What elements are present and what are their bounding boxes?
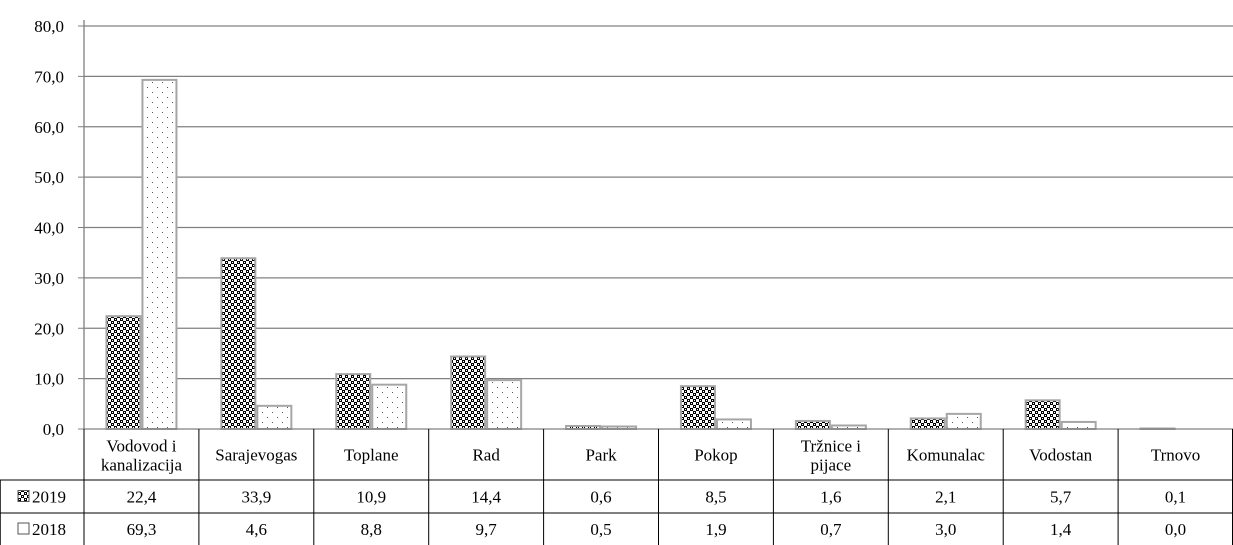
bar-2018-8: [1060, 420, 1097, 431]
y-tick-label: 30,0: [34, 269, 64, 288]
bar-2019-3: [450, 355, 487, 430]
bar-2019-8: [1024, 399, 1061, 431]
y-tick-label: 0,0: [43, 420, 64, 439]
data-label: 1,4: [1050, 520, 1072, 539]
gridlines: [84, 25, 1233, 380]
legend-key-2018: [17, 522, 30, 535]
y-axis: 0,0 10,0 20,0 30,0 40,0 50,0 60,0 70,0 80,0: [34, 17, 85, 439]
data-label: 8,5: [705, 488, 726, 507]
bar-2019-5: [679, 385, 716, 430]
x-tick-label: kanalizacija: [101, 456, 183, 475]
data-label: 22,4: [127, 488, 157, 507]
data-label: 14,4: [471, 488, 501, 507]
x-tick-label: Komunalac: [907, 446, 986, 465]
data-label: 2,1: [935, 488, 956, 507]
y-tick-label: 80,0: [34, 17, 64, 36]
x-tick-label: Trnovo: [1151, 446, 1200, 465]
data-label: 3,0: [935, 520, 956, 539]
data-label: 5,7: [1050, 488, 1072, 507]
data-label: 69,3: [127, 520, 157, 539]
y-tick-label: 40,0: [34, 219, 64, 238]
y-tick-label: 60,0: [34, 118, 64, 137]
bar-2019-6: [794, 419, 831, 431]
bar-2018-0: [141, 78, 178, 431]
legend-key-2019: [17, 490, 30, 502]
x-tick-label: Vodostan: [1029, 446, 1092, 465]
x-tick-label: Vodovod i: [106, 437, 176, 456]
x-tick-label: Rad: [472, 446, 500, 465]
y-tick-label: 20,0: [34, 319, 64, 338]
data-label: 0,1: [1165, 488, 1186, 507]
data-label: 1,6: [820, 488, 841, 507]
y-tick-label: 70,0: [34, 67, 64, 86]
legend-label: 2018: [32, 520, 66, 539]
bar-2018-1: [256, 404, 293, 431]
bar-2019-7: [909, 417, 946, 431]
bar-2018-5: [715, 418, 752, 430]
data-label: 9,7: [476, 520, 498, 539]
data-label: 0,7: [820, 520, 842, 539]
bars: [105, 78, 1176, 431]
data-label: 0,5: [590, 520, 611, 539]
x-tick-label: Toplane: [344, 446, 399, 465]
bar-2018-3: [486, 379, 523, 431]
x-tick-label: Park: [585, 446, 617, 465]
data-label: 0,6: [590, 488, 611, 507]
x-tick-label: Pokop: [694, 446, 737, 465]
data-label: 10,9: [356, 488, 386, 507]
data-label: 1,9: [705, 520, 726, 539]
x-tick-label: Tržnice i: [801, 437, 862, 456]
data-label: 4,6: [246, 520, 267, 539]
x-tick-label: Sarajevogas: [215, 446, 297, 465]
bar-2018-2: [371, 383, 408, 431]
x-tick-label: pijace: [811, 456, 852, 475]
bar-2019-1: [220, 257, 257, 431]
bar-2018-7: [945, 412, 982, 431]
data-label: 33,9: [241, 488, 271, 507]
y-tick-label: 10,0: [34, 370, 64, 389]
bar-2019-2: [335, 373, 372, 430]
legend-label: 2019: [32, 488, 66, 507]
data-label: 8,8: [361, 520, 382, 539]
data-label: 0,0: [1165, 520, 1186, 539]
y-tick-label: 50,0: [34, 168, 64, 187]
bar-2019-0: [105, 315, 142, 430]
